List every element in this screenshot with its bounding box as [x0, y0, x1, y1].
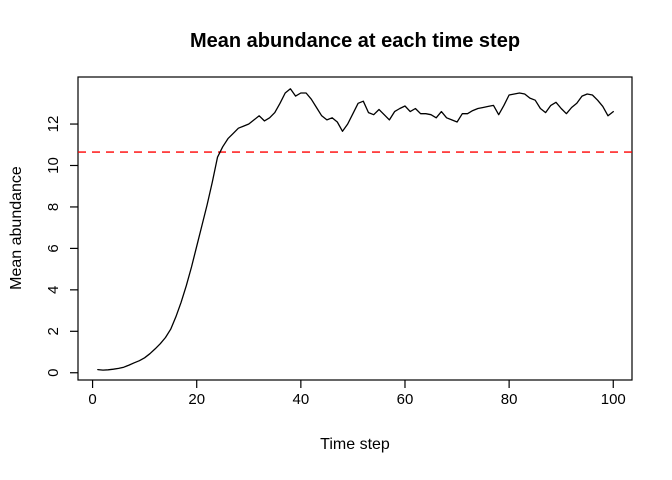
axes: 0 20 40 60 80 100 0 2 4 6 8 10 12 — [45, 76, 633, 408]
y-tick-label: 2 — [45, 327, 62, 335]
y-tick-label: 10 — [45, 157, 62, 174]
x-tick-label: 0 — [88, 391, 96, 408]
plot-area — [78, 88, 632, 371]
x-tick-label: 40 — [293, 391, 310, 408]
x-axis-title: Time step — [320, 436, 390, 453]
x-tick-label: 100 — [601, 391, 626, 408]
y-tick-label: 8 — [45, 203, 62, 211]
y-tick-label: 0 — [45, 369, 62, 377]
y-tick-label: 4 — [45, 286, 62, 294]
abundance-line — [97, 88, 614, 371]
x-tick-label: 20 — [188, 391, 205, 408]
chart-title: Mean abundance at each time step — [190, 30, 520, 52]
x-tick-label: 80 — [501, 391, 518, 408]
x-tick-label: 60 — [397, 391, 414, 408]
y-tick-label: 12 — [45, 116, 62, 133]
y-tick-label: 6 — [45, 244, 62, 252]
y-axis-title: Mean abundance — [8, 166, 25, 290]
plot-border — [77, 76, 633, 381]
